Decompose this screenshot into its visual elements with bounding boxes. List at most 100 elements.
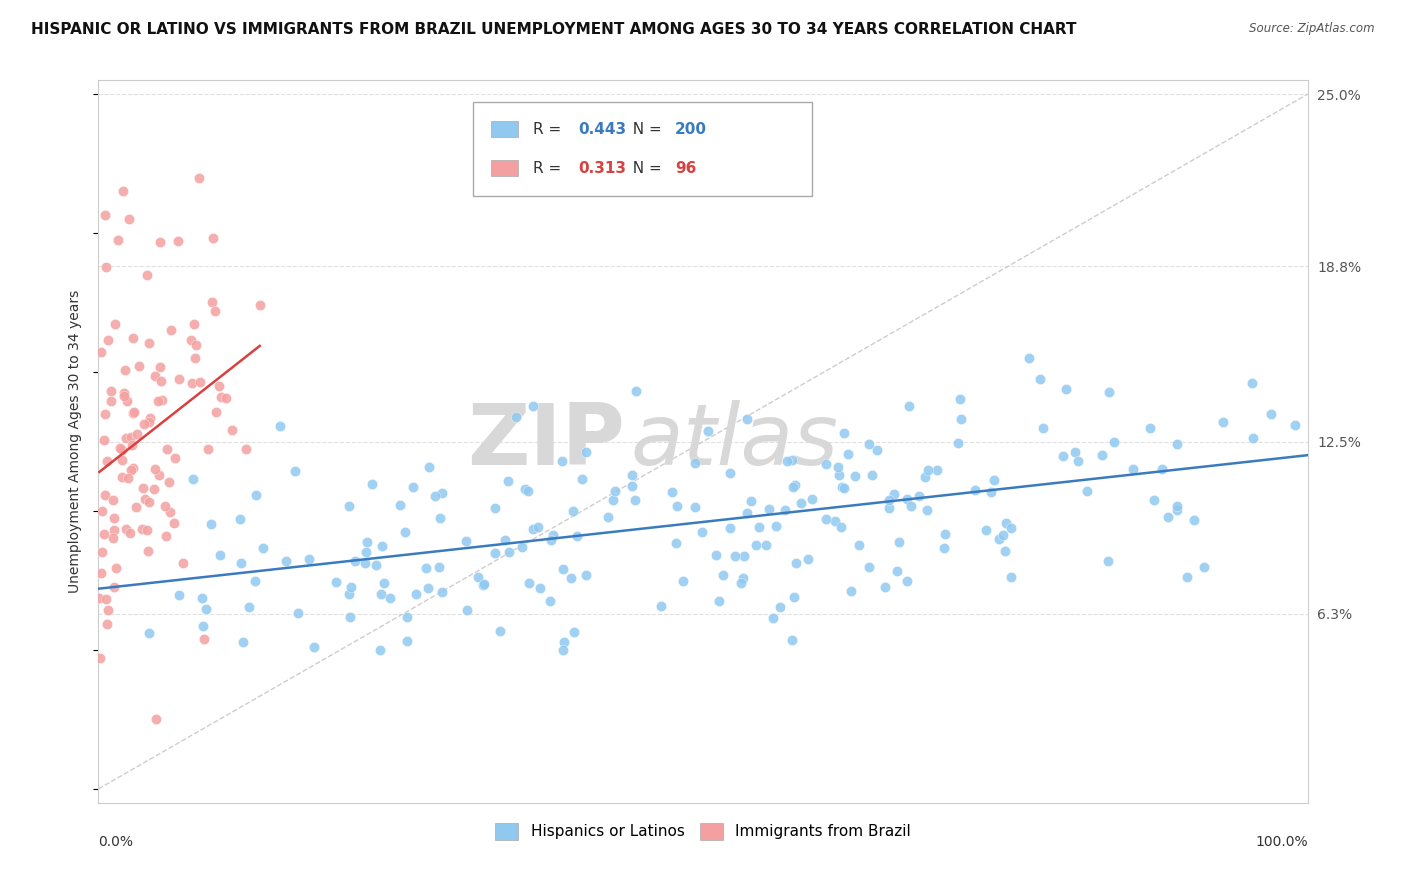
Point: [356, 535, 378, 549]
Point: [96, 617, 118, 632]
Point: [200, 516, 222, 531]
Point: [758, 502, 780, 516]
Point: [1152, 462, 1174, 476]
Point: [416, 581, 439, 595]
Text: N =: N =: [623, 161, 666, 176]
Point: [180, 376, 202, 390]
Point: [472, 577, 495, 591]
Point: [107, 233, 129, 247]
Point: [136, 543, 159, 558]
Point: [135, 268, 157, 282]
Point: [191, 619, 214, 633]
Point: [844, 468, 866, 483]
Point: [724, 549, 747, 563]
Point: [1122, 462, 1144, 476]
Point: [783, 477, 806, 491]
Point: [522, 523, 544, 537]
Point: [994, 544, 1017, 558]
Point: [103, 523, 125, 537]
Point: [221, 423, 243, 437]
Point: [138, 625, 160, 640]
Point: [430, 486, 453, 500]
Point: [745, 538, 768, 552]
Point: [484, 501, 506, 516]
Point: [526, 519, 548, 533]
Point: [755, 538, 778, 552]
Point: [1028, 372, 1050, 386]
Point: [143, 369, 166, 384]
Point: [685, 500, 707, 515]
Point: [488, 624, 510, 639]
Point: [797, 551, 820, 566]
Point: [138, 415, 160, 429]
Point: [97, 333, 120, 347]
Point: [229, 512, 252, 526]
Point: [287, 606, 309, 620]
Point: [866, 443, 889, 458]
Point: [298, 552, 321, 566]
Point: [117, 471, 139, 485]
Text: atlas: atlas: [630, 400, 838, 483]
Point: [183, 317, 205, 331]
Point: [517, 576, 540, 591]
Text: R =: R =: [533, 122, 565, 136]
Point: [1192, 560, 1215, 574]
Point: [780, 632, 803, 647]
Point: [90, 566, 112, 581]
Point: [94, 208, 117, 222]
Point: [343, 554, 366, 568]
Point: [90, 344, 112, 359]
Point: [765, 519, 787, 533]
Point: [418, 460, 440, 475]
Point: [927, 463, 949, 477]
Text: 96: 96: [675, 161, 696, 176]
Point: [252, 541, 274, 555]
Point: [1166, 437, 1188, 451]
Point: [575, 445, 598, 459]
Point: [837, 447, 859, 461]
Point: [950, 412, 973, 426]
Point: [101, 531, 124, 545]
Point: [553, 562, 575, 576]
Point: [690, 525, 713, 540]
Point: [197, 442, 219, 456]
FancyBboxPatch shape: [474, 102, 811, 196]
Point: [1175, 570, 1198, 584]
Point: [96, 260, 118, 275]
Point: [683, 456, 706, 470]
Point: [143, 461, 166, 475]
Point: [848, 538, 870, 552]
Point: [761, 610, 783, 624]
Point: [354, 545, 377, 559]
Point: [337, 499, 360, 513]
Point: [148, 467, 170, 482]
Point: [134, 491, 156, 506]
Point: [104, 317, 127, 331]
Point: [1032, 421, 1054, 435]
Point: [697, 425, 720, 439]
Point: [160, 323, 183, 337]
Point: [368, 643, 391, 657]
Point: [529, 582, 551, 596]
Point: [105, 561, 128, 575]
Point: [269, 419, 291, 434]
Point: [494, 533, 516, 547]
Point: [112, 385, 135, 400]
Point: [115, 431, 138, 445]
Point: [145, 713, 167, 727]
Point: [184, 351, 207, 366]
Point: [815, 511, 838, 525]
Point: [139, 411, 162, 425]
Point: [184, 338, 207, 352]
Point: [97, 603, 120, 617]
Point: [156, 442, 179, 457]
Point: [963, 483, 986, 498]
Point: [517, 484, 540, 499]
Point: [775, 503, 797, 517]
Point: [371, 539, 394, 553]
Text: 0.0%: 0.0%: [98, 835, 134, 849]
Point: [325, 574, 347, 589]
Point: [373, 576, 395, 591]
Point: [232, 634, 254, 648]
Point: [89, 591, 111, 605]
